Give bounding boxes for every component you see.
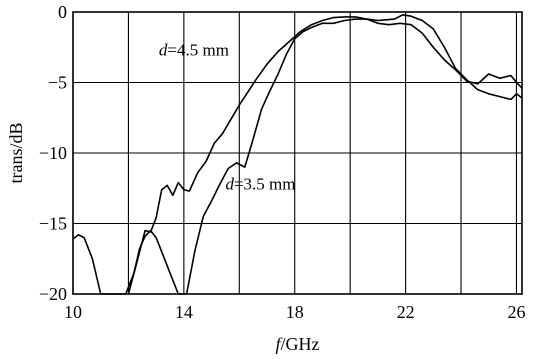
x-tick-label: 26 [507,302,525,322]
series-annotation: d=4.5 mm [159,41,229,60]
annotation-symbol: d [225,175,234,194]
x-axis-label: f/GHz [275,334,319,354]
y-tick-label: −10 [39,143,67,163]
series-layer [72,14,523,295]
x-axis-label-symbol: f [275,334,283,354]
y-tick-labels: 0 −5 −10 −15 −20 [39,2,67,304]
annotation-value: =3.5 mm [234,175,296,194]
y-tick-label: −15 [39,214,67,234]
annotations: d=4.5 mmd=3.5 mm [159,41,296,194]
y-tick-label: 0 [58,2,67,22]
annotation-value: =4.5 mm [167,41,229,60]
plot-frame [72,11,523,295]
series-line-1 [127,16,523,295]
x-axis-label-unit: /GHz [281,334,320,354]
y-tick-label: −5 [48,73,67,93]
x-tick-label: 18 [286,302,304,322]
x-tick-labels: 10 14 18 22 26 [64,302,525,322]
x-tick-label: 14 [175,302,193,322]
y-tick-label: −20 [39,284,67,304]
series-annotation: d=3.5 mm [225,175,295,194]
y-axis-label: trans/dB [6,123,26,184]
x-tick-label: 10 [64,302,82,322]
annotation-symbol: d [159,41,168,60]
series-line-2 [72,14,523,295]
x-tick-label: 22 [397,302,415,322]
